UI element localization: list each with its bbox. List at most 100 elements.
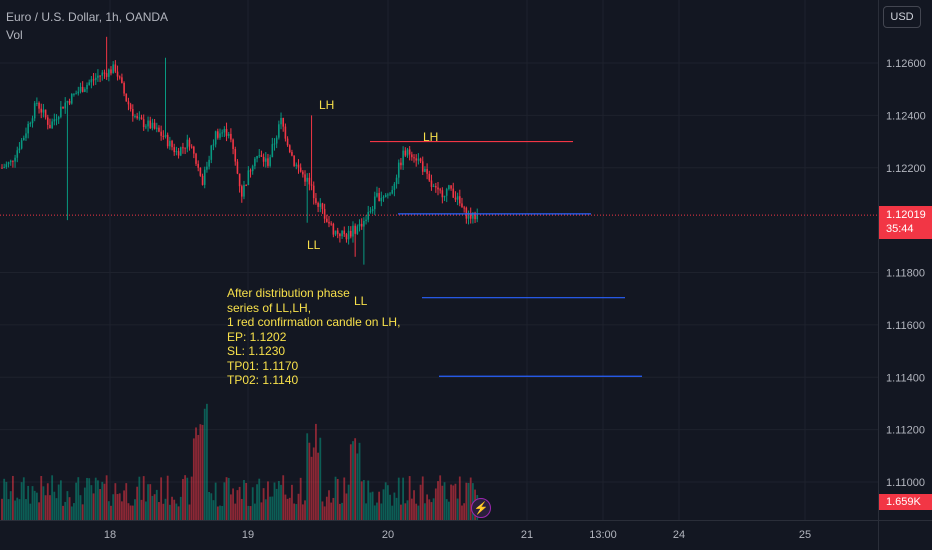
volume-bar [325, 496, 328, 520]
candle-body [14, 157, 16, 162]
volume-bar [288, 497, 291, 520]
candle-body [188, 139, 191, 147]
volume-bar [458, 476, 461, 520]
volume-bar [397, 477, 400, 520]
volume-bar [35, 492, 38, 520]
volume-bar [408, 476, 411, 520]
candle-body [406, 149, 409, 156]
candle-body [132, 109, 134, 117]
volume-bar [155, 489, 158, 520]
volume-bar [186, 477, 189, 520]
candle-body [267, 158, 269, 166]
volume-bar [271, 496, 274, 520]
volume-bar [393, 492, 396, 520]
volume-bar [3, 478, 6, 520]
candle-body [343, 230, 346, 235]
candle-body [125, 93, 128, 102]
volume-bar [40, 475, 43, 520]
volume-bar [291, 484, 293, 520]
x-tick-label: 20 [382, 529, 394, 541]
candle-body [262, 156, 265, 162]
volume-bar [282, 475, 285, 520]
candle-body [81, 86, 84, 92]
volume-bar [382, 489, 385, 520]
candle-body [105, 73, 108, 77]
candle-body [201, 175, 204, 185]
candle-body [53, 119, 56, 122]
y-tick-label: 1.11800 [886, 268, 925, 280]
volume-bar [140, 499, 143, 520]
candle-body [86, 84, 88, 90]
candle-body [435, 186, 437, 188]
candle-body [282, 117, 285, 127]
volume-bar [1, 498, 3, 520]
volume-bar [417, 505, 420, 520]
candle-body [384, 194, 387, 198]
candle-body [450, 185, 452, 189]
volume-bar [267, 481, 269, 520]
candle-body [323, 209, 326, 219]
candle-body [88, 82, 90, 85]
candle-body [419, 158, 422, 162]
candle-body [376, 193, 378, 197]
candle-body [140, 117, 143, 120]
candle-body [94, 77, 97, 80]
candle-body [7, 162, 10, 165]
volume-bar [273, 482, 276, 520]
volume-bar [415, 503, 418, 520]
candle-body [273, 143, 276, 145]
volume-bar [225, 477, 228, 520]
volume-bar [432, 498, 435, 520]
volume-bar [349, 444, 352, 520]
volume-bar [94, 477, 97, 520]
candle-body [459, 196, 461, 204]
volume-bar [59, 480, 62, 520]
volume-bar [121, 501, 123, 520]
volume-bar [384, 482, 387, 520]
candle-body [465, 207, 468, 219]
volume-bar [293, 503, 296, 520]
volume-bar [315, 423, 317, 520]
candle-body [20, 140, 23, 149]
volume-bar [110, 505, 112, 520]
volume-bar [175, 503, 178, 520]
candle-body [393, 183, 396, 190]
y-tick-label: 1.11600 [886, 320, 925, 332]
lightning-icon[interactable]: ⚡ [471, 498, 491, 518]
candle-body [336, 230, 339, 234]
candle-body [280, 117, 282, 125]
candle-body [208, 159, 210, 167]
candle-body [454, 197, 457, 200]
candle-body [245, 185, 247, 187]
candle-body [171, 140, 173, 148]
candle-body [99, 75, 101, 77]
candle-body [51, 121, 53, 129]
candle-body [149, 120, 152, 129]
candle-body [365, 219, 367, 221]
volume-bar [467, 482, 470, 520]
volume-bar [33, 490, 36, 520]
candle-body [97, 75, 99, 78]
candle-body [221, 132, 223, 134]
candle-body [73, 93, 75, 95]
candle-body [23, 137, 25, 141]
currency-button[interactable]: USD [883, 6, 921, 28]
volume-bar [147, 484, 149, 520]
volume-bar [236, 490, 239, 520]
candle-body [84, 89, 86, 92]
volume-bar [410, 498, 413, 520]
volume-bar [203, 408, 206, 520]
volume-bar [99, 489, 101, 520]
candle-body [330, 223, 332, 225]
volume-bar [16, 497, 19, 520]
volume-bar [386, 485, 389, 520]
candle-body [308, 177, 311, 185]
candle-body [206, 166, 208, 170]
volume-bar [195, 427, 197, 520]
volume-bar [378, 491, 381, 520]
candle-body [77, 91, 80, 94]
volume-bar [88, 478, 91, 520]
candle-body [68, 101, 71, 104]
candle-body [184, 147, 186, 149]
